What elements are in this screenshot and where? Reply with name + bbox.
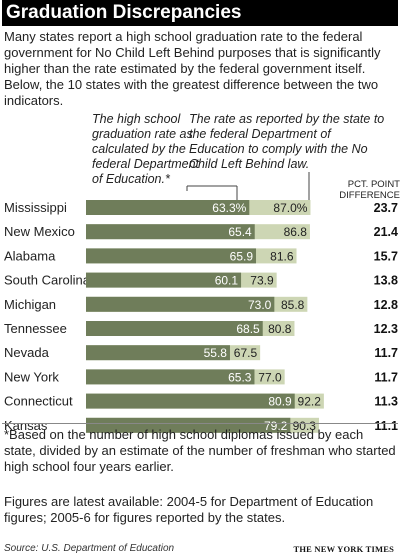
federal-rate-bar xyxy=(86,272,242,288)
state-label: Michigan xyxy=(4,297,56,312)
state-label: New York xyxy=(4,369,59,384)
intro-text: Many states report a high school graduat… xyxy=(4,29,381,108)
federal-rate-bar xyxy=(86,345,230,361)
federal-rate-bar xyxy=(86,393,295,409)
federal-rate-label: 60.1 xyxy=(215,274,239,288)
state-rate-label: 81.6 xyxy=(270,249,294,263)
state-label: New Mexico xyxy=(4,224,75,239)
difference-label: 23.7 xyxy=(374,201,398,215)
federal-rate-annotation: The high school graduation rate as calcu… xyxy=(92,112,200,186)
state-rate-label: 77.0 xyxy=(258,370,282,384)
federal-rate-bar xyxy=(86,200,250,215)
divider xyxy=(2,423,398,424)
state-rate-label: 92.2 xyxy=(298,395,322,409)
chart-title: Graduation Discrepancies xyxy=(2,0,398,26)
state-label: Mississippi xyxy=(4,200,67,215)
difference-label: 21.4 xyxy=(374,225,398,239)
state-rate-label: 67.5 xyxy=(234,346,258,360)
federal-rate-label: 65.3 xyxy=(228,370,252,384)
state-label: South Carolina xyxy=(4,273,91,288)
federal-rate-label: 80.9 xyxy=(268,395,292,409)
federal-rate-label: 79.2 xyxy=(264,419,288,433)
difference-label: 13.8 xyxy=(374,274,398,288)
federal-rate-label: 73.0 xyxy=(248,298,272,312)
state-label: Connecticut xyxy=(4,394,73,409)
credit: THE NEW YORK TIMES xyxy=(293,544,394,554)
state-rate-label: 80.8 xyxy=(268,322,292,336)
state-rate-label: 90.3 xyxy=(293,419,317,433)
federal-rate-bar xyxy=(86,248,257,264)
federal-rate-bar xyxy=(86,224,255,240)
difference-label: 11.7 xyxy=(374,370,398,384)
difference-label: 12.8 xyxy=(374,298,398,312)
source-note: Source: U.S. Department of Education xyxy=(4,543,175,554)
difference-column-header: PCT. POINT DIFFERENCE xyxy=(339,179,400,201)
federal-rate-bar xyxy=(86,417,291,433)
state-label: Tennessee xyxy=(4,321,67,336)
federal-rate-bar xyxy=(86,369,255,385)
difference-label: 15.7 xyxy=(374,249,398,263)
state-rate-label: 85.8 xyxy=(281,298,305,312)
state-label: Kansas xyxy=(4,418,48,433)
federal-rate-label: 63.3% xyxy=(212,201,246,215)
data-years-note: Figures are latest available: 2004-5 for… xyxy=(4,494,374,525)
state-label: Alabama xyxy=(4,248,56,263)
footnote: *Based on the number of high school dipl… xyxy=(4,427,396,474)
difference-label: 11.7 xyxy=(374,346,398,360)
state-rate-annotation: The rate as reported by the state to the… xyxy=(189,112,385,171)
federal-rate-bar xyxy=(86,321,263,336)
state-rate-label: 73.9 xyxy=(250,274,274,288)
state-label: Nevada xyxy=(4,345,50,360)
difference-label: 12.3 xyxy=(374,322,398,336)
federal-rate-label: 68.5 xyxy=(236,322,260,336)
federal-rate-label: 65.9 xyxy=(230,249,254,263)
difference-label: 11.3 xyxy=(374,395,398,409)
state-rate-label: 87.0% xyxy=(273,201,307,215)
federal-rate-label: 65.4 xyxy=(228,225,252,239)
federal-rate-bar xyxy=(86,296,275,312)
federal-rate-label: 55.8 xyxy=(204,346,228,360)
difference-label: 11.1 xyxy=(374,419,398,433)
state-rate-label: 86.8 xyxy=(284,225,308,239)
